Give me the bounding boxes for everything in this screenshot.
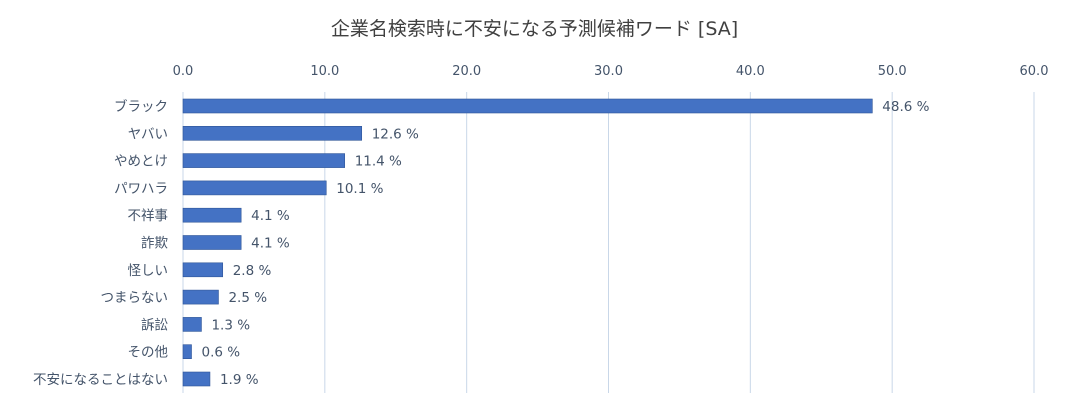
bars	[182, 98, 873, 387]
x-tick-label: 0.0	[173, 64, 194, 79]
x-tick-label: 30.0	[594, 64, 623, 79]
bar	[182, 126, 363, 141]
category-label: 不安になることはない	[33, 372, 168, 388]
bar	[182, 289, 219, 305]
bar	[182, 344, 192, 360]
category-label: ブラック	[114, 98, 168, 115]
category-label: 詐欺	[141, 236, 168, 252]
bar	[182, 98, 873, 114]
x-axis-ticks: 0.0 10.0 20.0 30.0 40.0 50.0 60.0	[173, 64, 1049, 79]
bar	[182, 180, 327, 196]
category-label: 怪しい	[128, 263, 169, 279]
data-label: 4.1 %	[251, 208, 290, 224]
bar	[182, 207, 242, 223]
data-label: 2.8 %	[233, 263, 272, 279]
x-tick-label: 10.0	[310, 64, 339, 79]
x-tick-label: 40.0	[736, 64, 765, 79]
category-label: ヤバい	[128, 126, 168, 142]
data-label: 11.4 %	[355, 154, 402, 170]
x-tick-label: 20.0	[452, 64, 481, 79]
category-label: 不祥事	[128, 208, 169, 224]
data-label: 48.6 %	[882, 99, 929, 115]
category-label: 訴訟	[141, 317, 168, 333]
data-labels: 48.6 % 12.6 % 11.4 % 10.1 % 4.1 % 4.1 % 2.8 % 2…	[202, 99, 930, 388]
category-label: つまらない	[101, 290, 169, 306]
data-label: 1.3 %	[211, 317, 250, 333]
bar	[182, 262, 224, 278]
category-labels: ブラックヤバいやめとけパワハラ不祥事詐欺怪しいつまらない訴訟その他不安になること…	[33, 98, 168, 388]
data-label: 1.9 %	[220, 372, 259, 388]
x-tick-label: 60.0	[1020, 64, 1049, 79]
data-label: 4.1 %	[251, 236, 290, 252]
chart-title: 企業名検索時に不安になる予測候補ワード [SA]	[330, 18, 739, 40]
category-label: その他	[128, 345, 169, 361]
bar	[182, 153, 345, 168]
bar	[182, 235, 242, 250]
bar	[182, 317, 202, 332]
x-tick-label: 50.0	[878, 64, 907, 79]
data-label: 10.1 %	[336, 181, 383, 197]
category-label: やめとけ	[114, 154, 168, 170]
bar	[182, 371, 211, 387]
category-label: パワハラ	[114, 181, 168, 197]
data-label: 0.6 %	[202, 345, 241, 361]
data-label: 2.5 %	[228, 290, 267, 306]
data-label: 12.6 %	[372, 126, 419, 142]
